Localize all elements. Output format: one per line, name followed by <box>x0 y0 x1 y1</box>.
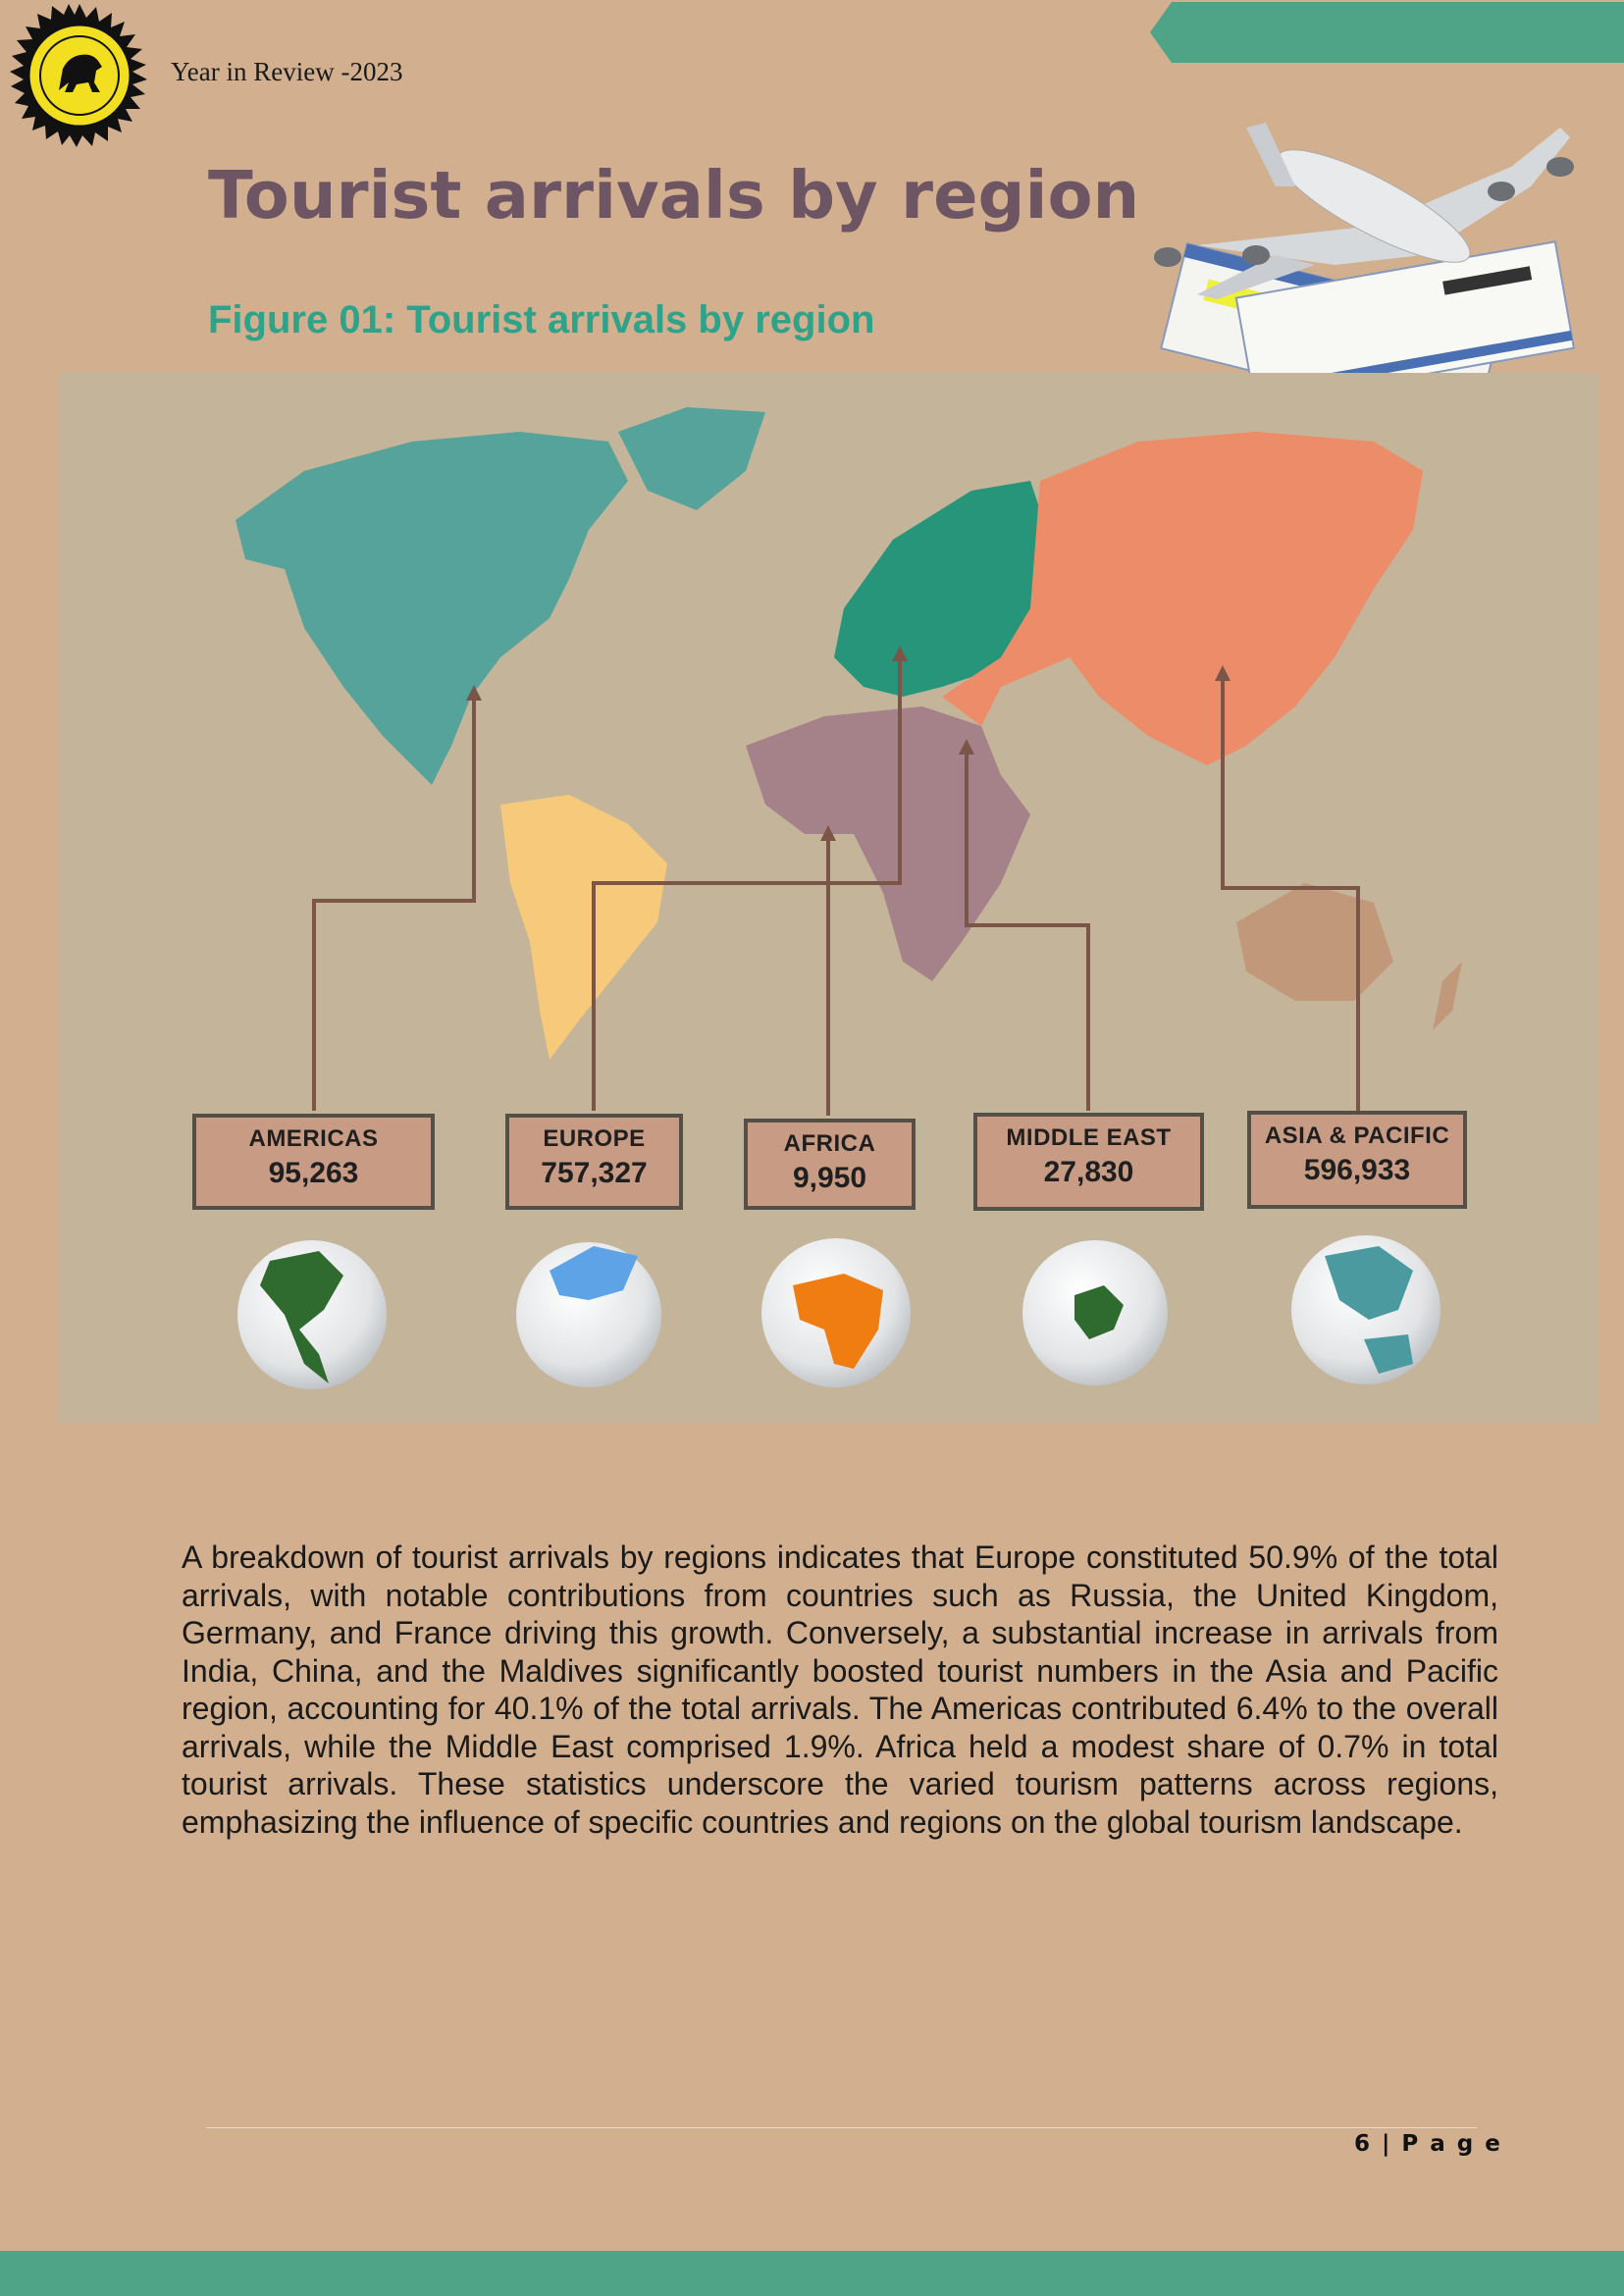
page-number: 6 | P a g e <box>1354 2131 1502 2157</box>
globe-asia-pacific-icon <box>1291 1235 1441 1384</box>
oceania-shape <box>1236 883 1393 1001</box>
greenland-shape <box>618 407 765 510</box>
globe-africa-icon <box>761 1238 911 1387</box>
bottom-accent-bar <box>0 2251 1624 2296</box>
globe-middle-east-icon <box>1022 1240 1168 1385</box>
region-name: ASIA & PACIFIC <box>1264 1122 1450 1149</box>
top-banner <box>1150 2 1624 63</box>
region-value: 757,327 <box>541 1157 648 1189</box>
europe-shape <box>834 481 1050 697</box>
globe-americas-icon <box>237 1240 387 1389</box>
region-box-asia-pacific: ASIA & PACIFIC 596,933 <box>1247 1111 1467 1209</box>
region-name: AFRICA <box>783 1130 876 1157</box>
world-map-svg <box>236 407 1462 1389</box>
new-zealand-shape <box>1433 962 1462 1030</box>
document-header-title: Year in Review -2023 <box>171 57 403 86</box>
organization-logo-icon <box>8 4 151 147</box>
body-paragraph: A breakdown of tourist arrivals by regio… <box>182 1539 1498 1840</box>
south-america-shape <box>500 795 667 1060</box>
region-name: EUROPE <box>543 1125 646 1152</box>
region-value: 596,933 <box>1303 1154 1411 1186</box>
region-box-middle-east: MIDDLE EAST 27,830 <box>973 1113 1204 1211</box>
asia-shape <box>942 432 1423 765</box>
region-name: AMERICAS <box>248 1125 379 1152</box>
world-map-figure: AMERICAS 95,263 EUROPE 757,327 AFRICA 9,… <box>59 373 1599 1423</box>
page-title: Tourist arrivals by region <box>208 157 1140 234</box>
north-america-shape <box>236 432 628 785</box>
region-value: 95,263 <box>268 1157 359 1189</box>
region-box-africa: AFRICA 9,950 <box>744 1119 916 1210</box>
africa-shape <box>746 706 1030 981</box>
region-box-europe: EUROPE 757,327 <box>505 1114 683 1210</box>
region-value: 9,950 <box>792 1162 867 1194</box>
connector-arrowheads <box>466 646 1231 841</box>
footer-divider <box>206 2127 1477 2128</box>
globe-europe-icon <box>516 1242 661 1387</box>
figure-caption: Figure 01: Tourist arrivals by region <box>208 298 875 341</box>
connector-lines <box>312 652 1360 1116</box>
region-name: MIDDLE EAST <box>1006 1124 1172 1151</box>
region-box-americas: AMERICAS 95,263 <box>192 1114 435 1210</box>
region-value: 27,830 <box>1043 1156 1134 1188</box>
